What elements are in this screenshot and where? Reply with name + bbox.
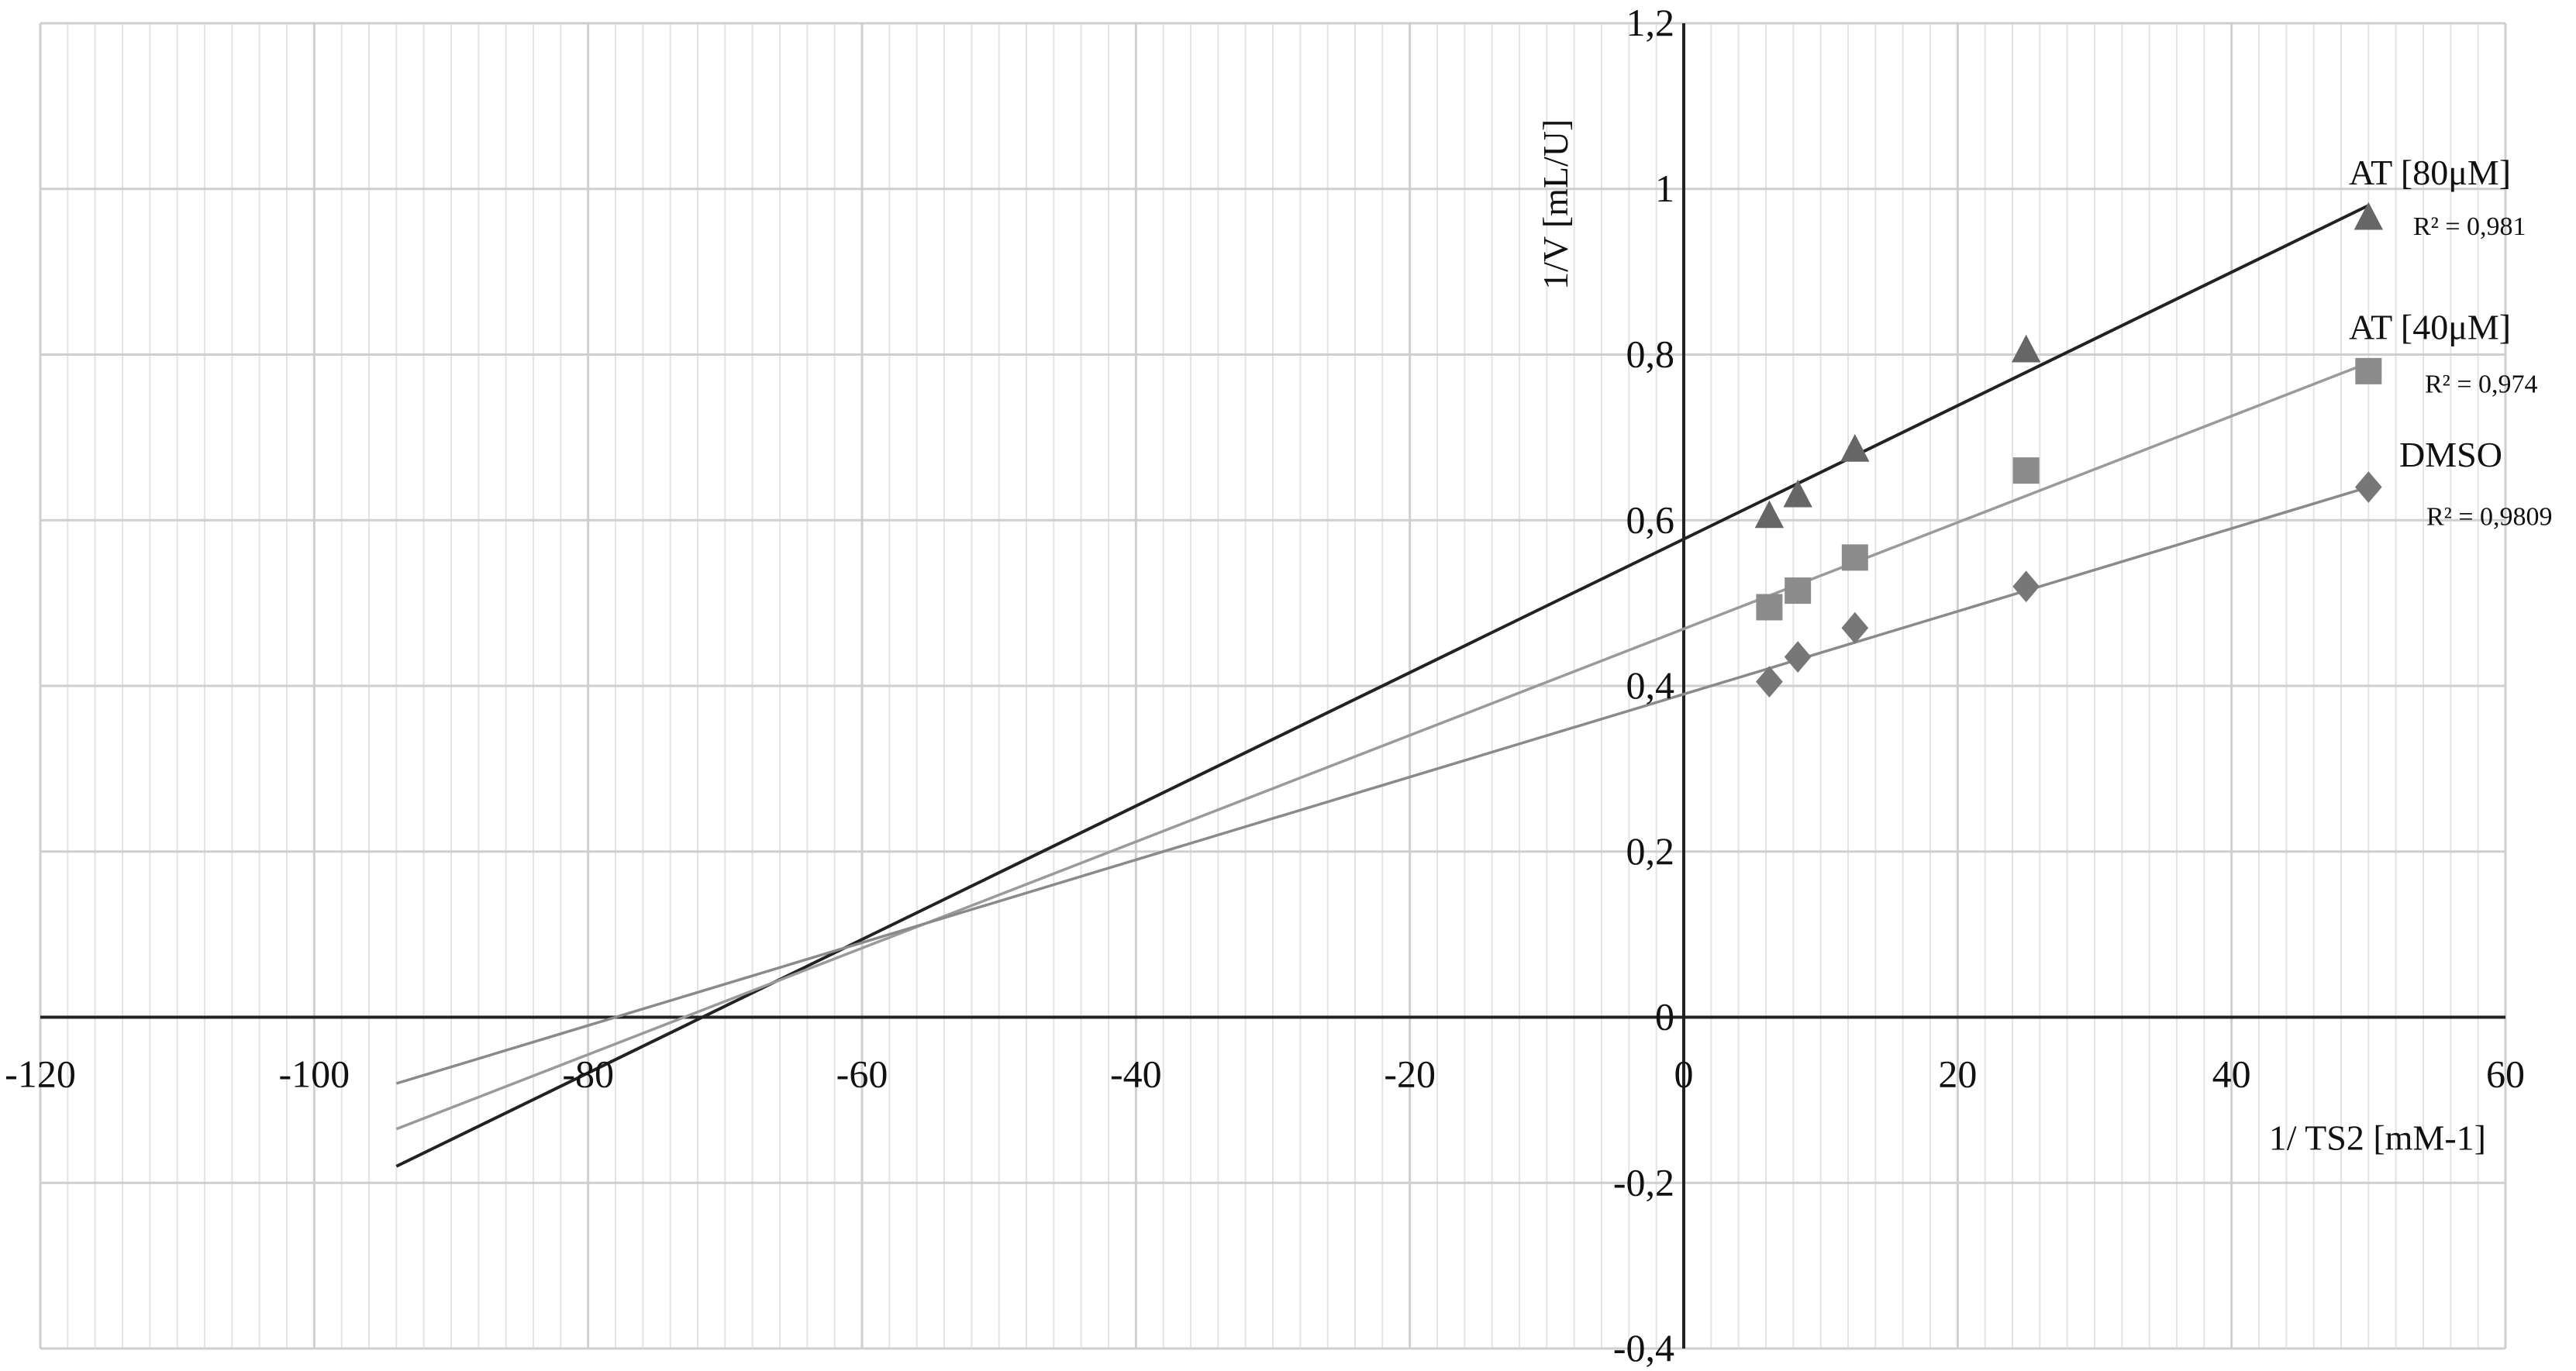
x-tick-label: 20 <box>1938 1052 1977 1096</box>
data-point-series-0 <box>2011 334 2041 363</box>
x-tick-label: -120 <box>5 1052 76 1096</box>
x-axis-title: 1/ TS2 [mM-1] <box>2269 1118 2486 1158</box>
r-squared-label: R² = 0,981 <box>2413 212 2526 241</box>
data-point-series-2 <box>2354 471 2382 503</box>
y-tick-label: -0,4 <box>1613 1326 1674 1369</box>
data-point-series-1 <box>1841 544 1868 571</box>
x-tick-label: -40 <box>1110 1052 1162 1096</box>
marker-layer <box>1754 202 2384 698</box>
y-tick-label: 1 <box>1655 167 1674 210</box>
data-point-series-0 <box>1840 434 1870 462</box>
data-point-series-2 <box>2012 570 2040 603</box>
y-tick-label: 0,8 <box>1626 332 1675 376</box>
grid-layer <box>39 22 2507 1350</box>
trendline-series-1 <box>395 361 2369 1131</box>
y-axis-title: 1/V [mL/U] <box>1536 119 1575 290</box>
data-point-series-2 <box>1756 666 1783 698</box>
data-point-series-0 <box>2354 202 2384 230</box>
y-tick-label: 0 <box>1655 995 1674 1039</box>
r-squared-label: R² = 0,9809 <box>2426 502 2553 531</box>
data-point-series-1 <box>2012 457 2040 484</box>
x-tick-label: -100 <box>279 1052 350 1096</box>
data-point-series-2 <box>1784 641 1812 673</box>
series-label: AT [80μM] <box>2349 153 2511 192</box>
data-point-series-0 <box>1783 479 1812 508</box>
label-layer: -120 -100 -80 -60 -40 -20 0 20 40 60 -0,4 -0,2 0 0,2 0… <box>5 1 2552 1369</box>
series-label: DMSO <box>2399 435 2502 474</box>
trendline-layer <box>395 204 2370 1168</box>
x-tick-label: -80 <box>562 1052 614 1096</box>
data-point-series-0 <box>1754 500 1785 529</box>
y-tick-label: 0,4 <box>1626 663 1675 707</box>
data-point-series-1 <box>1785 577 1812 605</box>
x-tick-label: -20 <box>1384 1052 1436 1096</box>
x-tick-label: -60 <box>836 1052 888 1096</box>
y-tick-label: 0,6 <box>1626 498 1675 541</box>
r-squared-label: R² = 0,974 <box>2425 370 2538 398</box>
x-tick-label: 0 <box>1674 1052 1694 1096</box>
data-point-series-1 <box>2355 357 2382 384</box>
series-label: AT [40μM] <box>2349 308 2511 347</box>
trendline-series-0 <box>395 204 2370 1168</box>
data-point-series-2 <box>1841 611 1869 644</box>
y-tick-label: 1,2 <box>1626 1 1675 44</box>
x-tick-label: 40 <box>2212 1052 2251 1096</box>
data-point-series-1 <box>1756 594 1783 621</box>
x-tick-label: 60 <box>2486 1052 2525 1096</box>
trendline-series-2 <box>395 485 2369 1085</box>
axis-layer <box>40 23 2505 1349</box>
y-tick-label: 0,2 <box>1626 829 1675 873</box>
y-tick-label: -0,2 <box>1613 1160 1674 1204</box>
